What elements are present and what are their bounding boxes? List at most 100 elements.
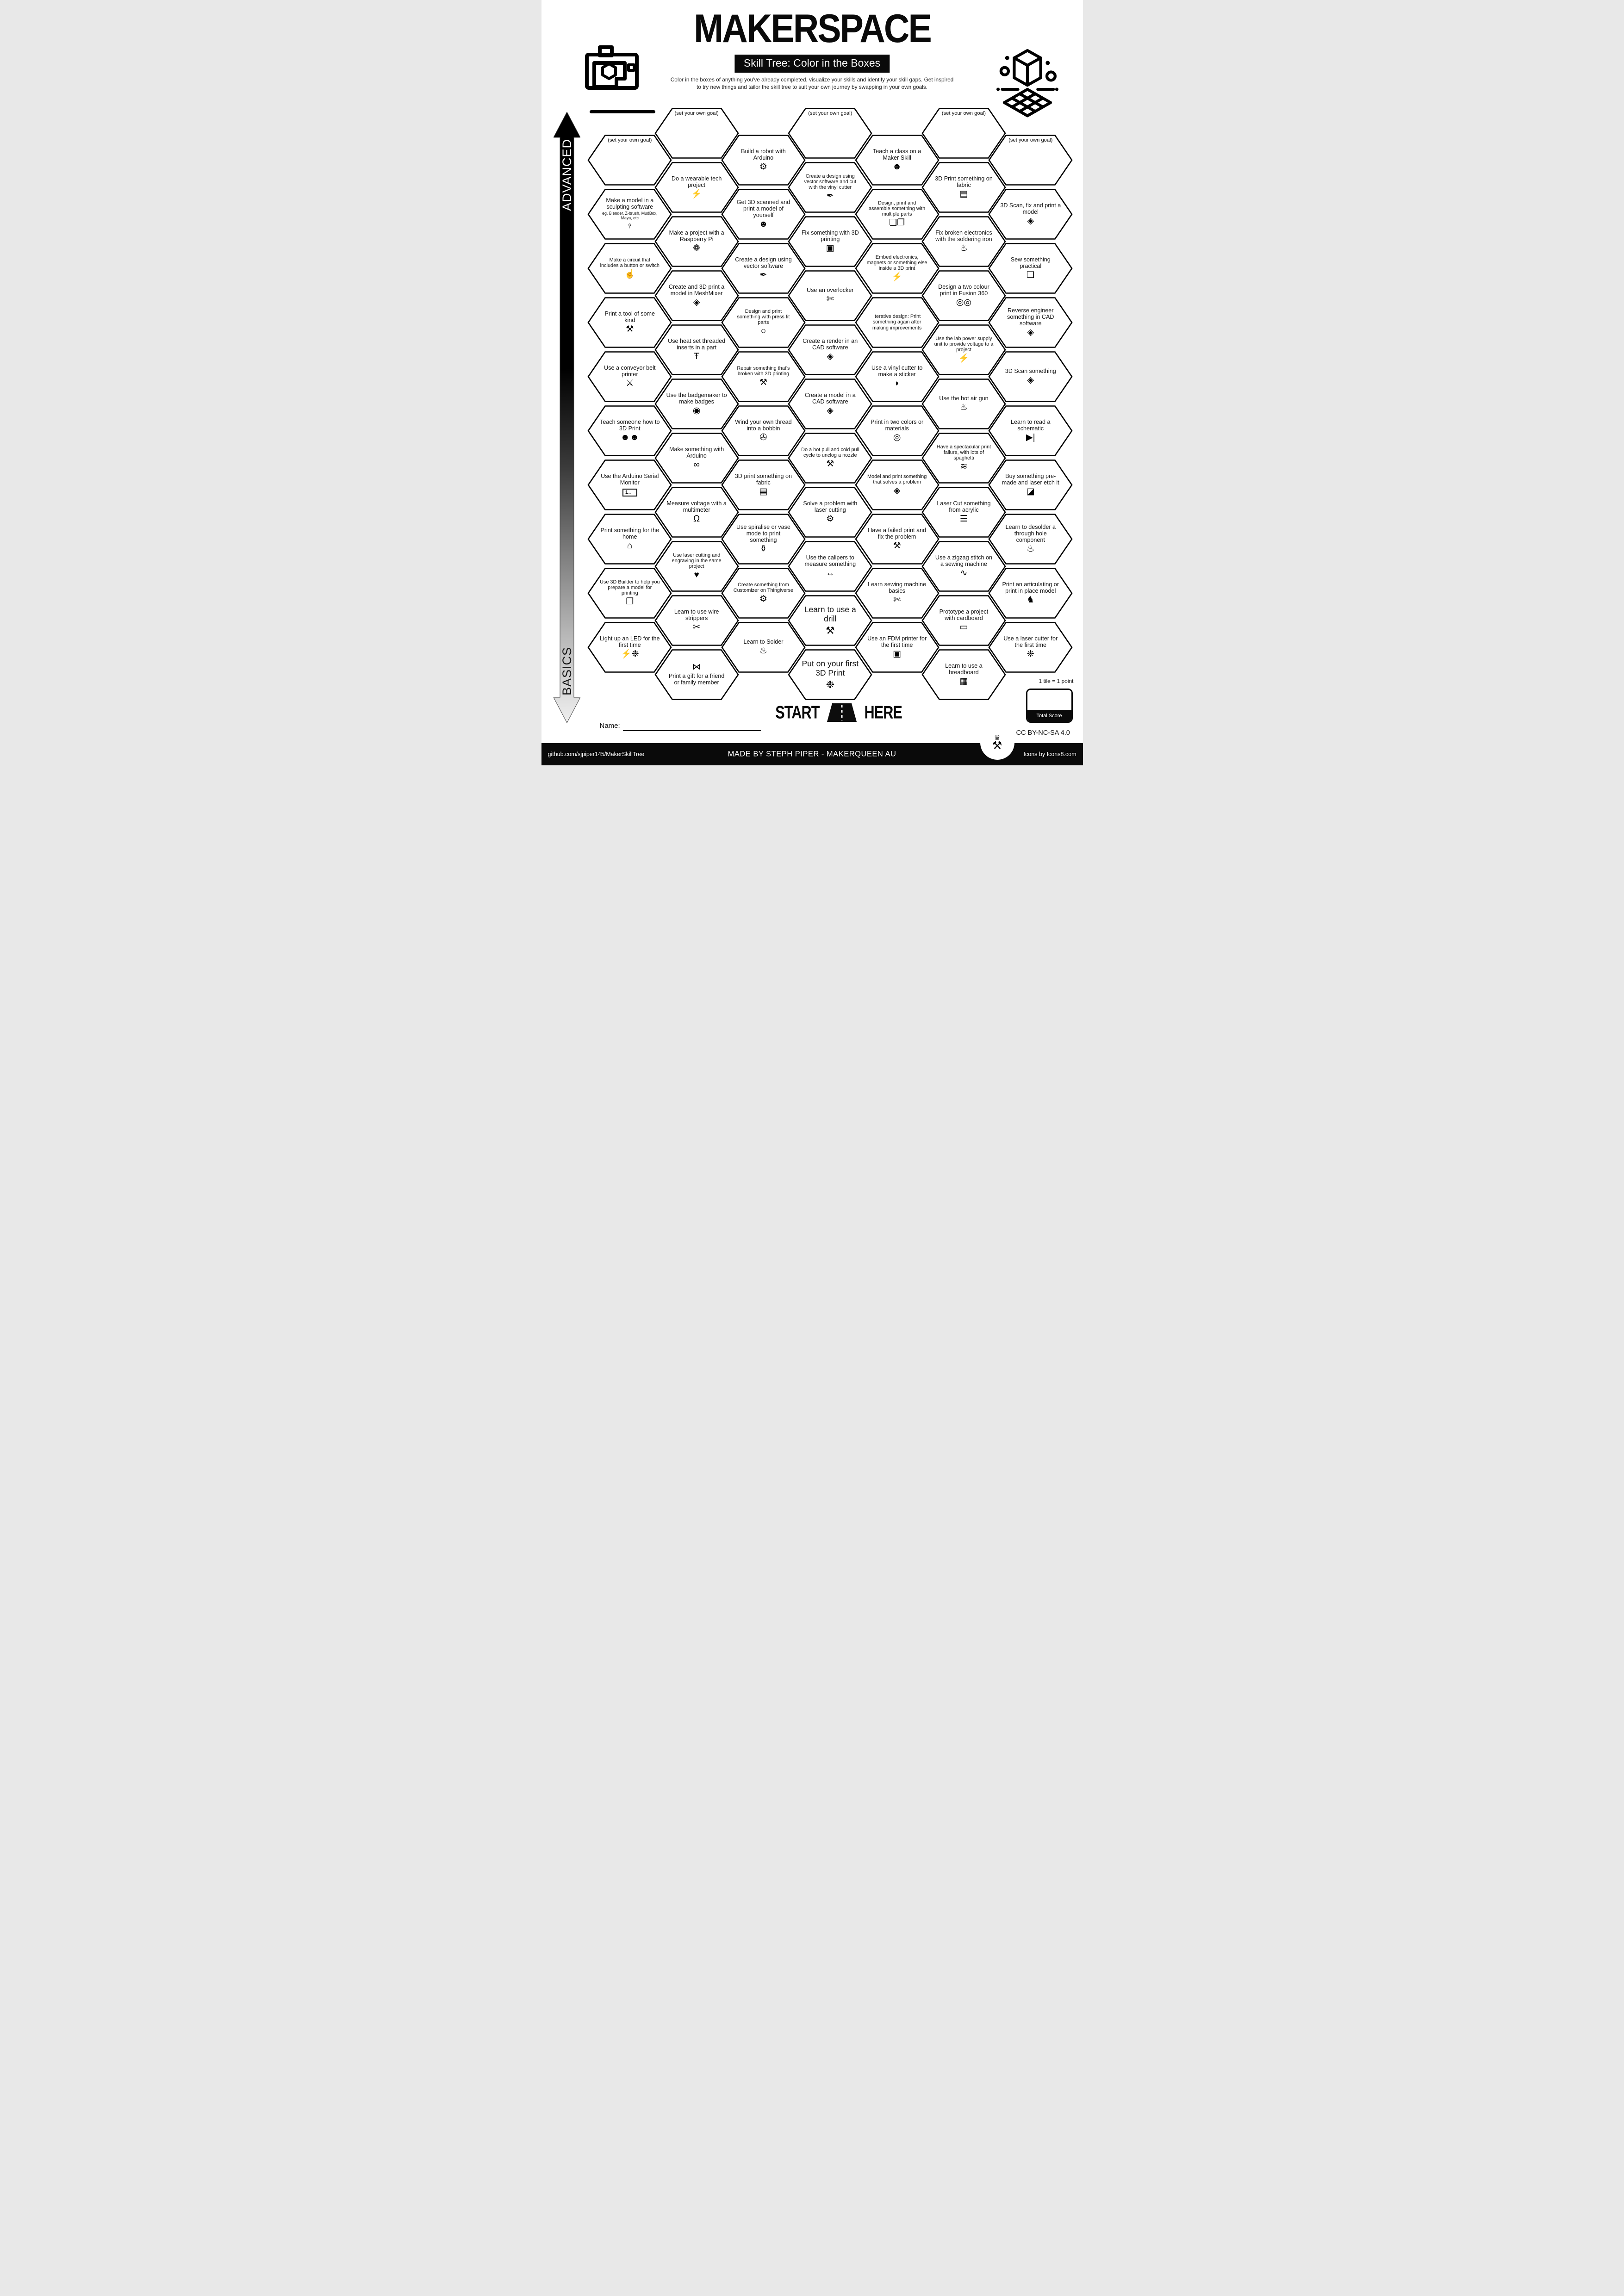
skill-hex[interactable]: Build a robot with Arduino ⚙ — [721, 134, 806, 186]
total-score-box[interactable]: Total Score — [1026, 689, 1073, 723]
skill-hex[interactable]: Have a failed print and fix the problem ⚒ — [855, 513, 940, 565]
hexagon-outline — [654, 649, 739, 700]
skill-hex[interactable]: Solve a problem with laser cutting ⚙ — [788, 486, 872, 538]
skill-hex-content: (set your own goal) — [587, 134, 672, 186]
skill-hex-content: Use spiralise or vase mode to print some… — [721, 513, 806, 565]
skill-hex-content: Use the badgemaker to make badges ◉ — [654, 378, 739, 430]
skill-hex-content: Learn to Solder ♨ — [721, 621, 806, 673]
skill-hex[interactable]: 3D print something on fabric ▤ — [721, 459, 806, 511]
skill-label: Create a render in an CAD software — [803, 337, 858, 351]
skill-hex[interactable]: Use 3D Builder to help you prepare a mod… — [587, 567, 672, 619]
skill-hex[interactable]: Create something from Customizer on Thin… — [721, 567, 806, 619]
score-write-area[interactable] — [1027, 690, 1071, 710]
skill-hex[interactable]: Fix broken electronics with the solderin… — [921, 216, 1006, 267]
skill-hex-content: Have a spectacular print failure, with l… — [921, 432, 1006, 484]
name-input-line[interactable] — [622, 730, 761, 732]
skill-hex[interactable]: Use the badgemaker to make badges ◉ — [654, 378, 739, 430]
skill-hex[interactable]: Prototype a project with cardboard ▭ — [921, 595, 1006, 646]
skill-hex[interactable]: Laser Cut something from acrylic ☰ — [921, 486, 1006, 538]
footer-repo-link[interactable]: github.com/sjpiper145/MakerSkillTree — [548, 751, 645, 757]
skill-hex[interactable]: Make something with Arduino ∞ — [654, 432, 739, 484]
skill-hex[interactable]: Iterative design: Print something again … — [855, 297, 940, 348]
skill-hex[interactable]: Sew something practical ❑ — [988, 242, 1073, 294]
skill-hex[interactable]: Use a zigzag stitch on a sewing machine ∿ — [921, 540, 1006, 592]
skill-hex[interactable]: Embed electronics, magnets or something … — [855, 242, 940, 294]
skill-hex[interactable]: (set your own goal) — [988, 134, 1073, 186]
skill-hex[interactable]: Learn to Solder ♨ — [721, 621, 806, 673]
skill-hex[interactable]: Use laser cutting and engraving in the s… — [654, 540, 739, 592]
skill-hex[interactable]: Use spiralise or vase mode to print some… — [721, 513, 806, 565]
skill-hex[interactable]: Learn to read a schematic ▶| — [988, 405, 1073, 457]
skill-hex[interactable]: Create a design using vector software an… — [788, 161, 872, 213]
skill-hex[interactable]: Print an articulating or print in place … — [988, 567, 1073, 619]
skill-hex-content: Solve a problem with laser cutting ⚙ — [788, 486, 872, 538]
skill-hex[interactable]: (set your own goal) — [587, 134, 672, 186]
skill-label: Design, print and assemble something wit… — [868, 200, 926, 217]
skill-hex[interactable]: Create a design using vector software ✒ — [721, 242, 806, 294]
skill-hex[interactable]: Learn to use a breadboard ▦ — [921, 649, 1006, 701]
skill-hex[interactable]: Use the lab power supply unit to provide… — [921, 324, 1006, 376]
skill-hex[interactable]: 3D Scan something ◈ — [988, 351, 1073, 403]
hexagon-outline — [654, 107, 739, 159]
skill-hex-content: Put on your first 3D Print ❉ — [788, 649, 872, 701]
skill-hex[interactable]: Use a conveyor belt printer ⚔ — [587, 351, 672, 403]
skill-hex[interactable]: Print something for the home ⌂ — [587, 513, 672, 565]
skill-hex[interactable]: Light up an LED for the first time ⚡❉ — [587, 621, 672, 673]
skill-hex[interactable]: Repair something that's broken with 3D p… — [721, 351, 806, 403]
skill-hex[interactable]: Use the calipers to measure something ↔ — [788, 540, 872, 592]
skill-hex[interactable]: Use a vinyl cutter to make a sticker ◗ — [855, 351, 940, 403]
skill-hex[interactable]: Learn to desolder a through hole compone… — [988, 513, 1073, 565]
skill-hex[interactable]: Have a spectacular print failure, with l… — [921, 432, 1006, 484]
skill-hex[interactable]: Make a project with a Raspberry Pi ❁ — [654, 216, 739, 267]
skill-hex[interactable]: Create a render in an CAD software ◈ — [788, 324, 872, 376]
skill-hex[interactable]: (set your own goal) — [654, 107, 739, 159]
skill-hex[interactable]: Measure voltage with a multimeter Ω — [654, 486, 739, 538]
skill-hex[interactable]: Reverse engineer something in CAD softwa… — [988, 297, 1073, 348]
skill-hex[interactable]: Do a hot pull and cold pull cycle to unc… — [788, 432, 872, 484]
skill-label: Iterative design: Print something again … — [872, 314, 922, 331]
skill-hex[interactable]: Learn sewing machine basics ✄ — [855, 567, 940, 619]
3d-printer-logo-icon — [585, 45, 639, 90]
skill-hex[interactable]: Print in two colors or materials ◎ — [855, 405, 940, 457]
skill-hex[interactable]: Get 3D scanned and print a model of your… — [721, 188, 806, 240]
skill-hex[interactable]: Design and print something with press fi… — [721, 297, 806, 348]
skill-label: Learn to desolder a through hole compone… — [1005, 523, 1056, 544]
skill-hex[interactable]: Buy something pre-made and laser etch it… — [988, 459, 1073, 511]
arduino-icon: ∞ — [693, 460, 700, 470]
skill-hex[interactable]: Use an overlocker ✄ — [788, 270, 872, 322]
skill-hex[interactable]: Use the hot air gun ♨ — [921, 378, 1006, 430]
skill-hex[interactable]: Fix something with 3D printing ▣ — [788, 216, 872, 267]
skill-hex[interactable]: Use an FDM printer for the first time ▣ — [855, 621, 940, 673]
skill-hex[interactable]: Do a wearable tech project ⚡ — [654, 161, 739, 213]
skill-hex[interactable]: Make a model in a sculpting software eg. … — [587, 188, 672, 240]
skill-hex[interactable]: Learn to use wire strippers ✂ — [654, 595, 739, 646]
skill-hex[interactable]: 3D Scan, fix and print a model ◈ — [988, 188, 1073, 240]
skill-hex[interactable]: (set your own goal) — [921, 107, 1006, 159]
skill-hex[interactable]: Wind your own thread into a bobbin ✇ — [721, 405, 806, 457]
skill-hex[interactable]: Create a model in a CAD software ◈ — [788, 378, 872, 430]
skill-hex[interactable]: Make a circuit that includes a button or… — [587, 242, 672, 294]
skill-hex[interactable]: Put on your first 3D Print ❉ — [788, 649, 872, 701]
spaghetti-bowl-icon: ≋ — [960, 462, 968, 472]
skill-hex-content: (set your own goal) — [788, 107, 872, 159]
skill-hex[interactable]: Teach a class on a Maker Skill ☻ — [855, 134, 940, 186]
skill-hex[interactable]: Design, print and assemble something wit… — [855, 188, 940, 240]
skill-hex[interactable]: Teach someone how to 3D Print ☻☻ — [587, 405, 672, 457]
skill-hex[interactable]: (set your own goal) — [788, 107, 872, 159]
skill-hex[interactable]: Learn to use a drill ⚒ — [788, 595, 872, 646]
skill-hex[interactable]: Use a laser cutter for the first time ❉ — [988, 621, 1073, 673]
skill-hex-content: Design, print and assemble something wit… — [855, 188, 940, 240]
skill-hex-content: Do a wearable tech project ⚡ — [654, 161, 739, 213]
skill-hex[interactable]: Print a tool of some kind ⚒ — [587, 297, 672, 348]
skill-hex[interactable]: Use the Arduino Serial Monitor 1.. — [587, 459, 672, 511]
skill-hex[interactable]: ⋈ Print a gift for a friend or family mem… — [654, 649, 739, 701]
skill-hex-content: Use an overlocker ✄ — [788, 270, 872, 322]
skill-hex[interactable]: Use heat set threaded inserts in a part Ŧ — [654, 324, 739, 376]
skill-hex[interactable]: Design a two colour print in Fusion 360 ◎… — [921, 270, 1006, 322]
skill-hex[interactable]: Create and 3D print a model in MeshMixer… — [654, 270, 739, 322]
skill-hex[interactable]: 3D Print something on fabric ▤ — [921, 161, 1006, 213]
skill-label: Create a design using vector software — [735, 256, 792, 270]
skill-hex[interactable]: Model and print something that solves a … — [855, 459, 940, 511]
start-here: START HERE — [773, 702, 904, 723]
skill-hex-content: Use 3D Builder to help you prepare a mod… — [587, 567, 672, 619]
